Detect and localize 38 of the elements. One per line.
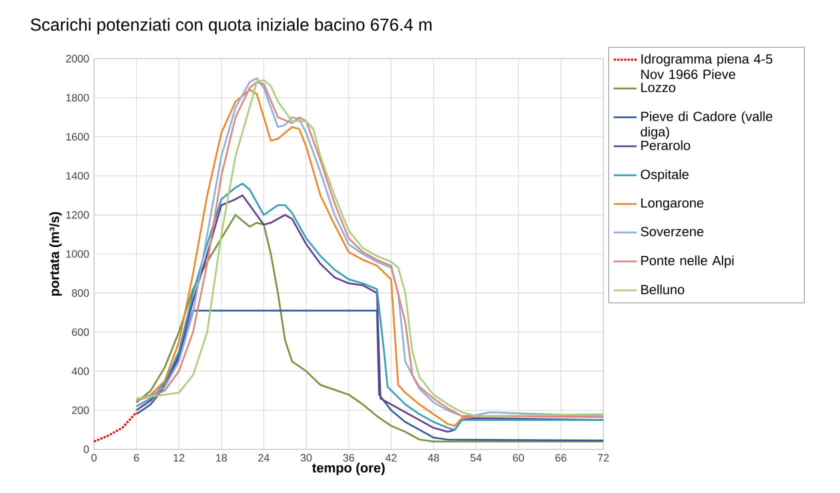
legend-label: Lozzo (641, 82, 676, 92)
x-tick-label: 30 (300, 454, 312, 462)
y-tick-label: 1800 (66, 94, 89, 102)
line-series (92, 410, 138, 442)
y-tick-label: 1400 (66, 172, 89, 180)
chart-title: Scarichi potenziati con quota iniziale bacino 676.4 m (30, 18, 432, 34)
legend-label: Ospitale (640, 169, 689, 182)
legend-label: Pieve di Cadore (valle diga) (640, 111, 772, 139)
x-tick-label: 6 (134, 454, 139, 462)
legend-label: Soverzene (640, 226, 704, 236)
y-tick-label: 0 (84, 445, 89, 453)
x-tick-label: 60 (513, 454, 524, 462)
y-tick-label: 1200 (66, 211, 89, 219)
x-tick-label: 42 (385, 454, 397, 462)
x-tick-label: 36 (343, 454, 354, 462)
y-tick-label: 1600 (66, 132, 89, 140)
x-tick-label: 0 (91, 454, 97, 462)
legend-label: Longarone (641, 198, 704, 210)
legend-label: Ponte nelle Alpi (641, 255, 734, 268)
y-tick-label: 2000 (66, 54, 89, 62)
x-tick-label: 66 (555, 454, 566, 462)
x-tick-label: 12 (174, 454, 184, 462)
y-tick-label: 400 (72, 367, 89, 375)
x-tick-label: 24 (258, 454, 270, 462)
legend-label: Perarolo (641, 140, 690, 150)
line-series (136, 310, 604, 442)
x-tick-label: 18 (216, 454, 227, 462)
x-tick-label: 48 (428, 454, 440, 462)
y-axis-title: portata (m³/s) (49, 212, 62, 296)
x-tick-label: 72 (598, 454, 609, 462)
x-axis-title: tempo (ore) (312, 462, 385, 476)
y-tick-label: 200 (72, 406, 89, 414)
legend-label: Idrogramma piena 4-5 Nov 1966 Pieve (641, 54, 772, 79)
y-tick-label: 600 (72, 328, 89, 336)
legend-label: Belluno (641, 284, 684, 294)
y-tick-label: 800 (72, 289, 89, 297)
y-tick-label: 1000 (66, 250, 89, 258)
x-tick-label: 54 (470, 454, 482, 462)
